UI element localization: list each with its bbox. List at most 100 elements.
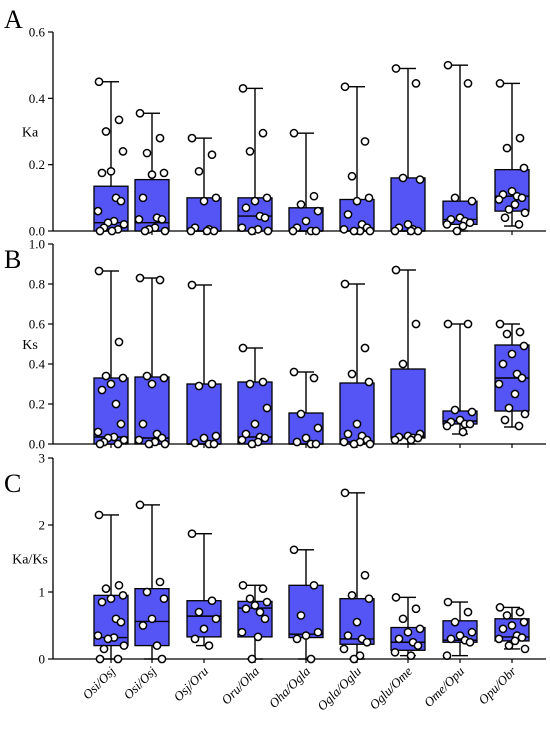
data-point xyxy=(411,319,421,329)
data-point xyxy=(365,439,375,449)
data-point xyxy=(142,371,152,381)
data-point xyxy=(364,594,374,604)
data-point xyxy=(97,168,107,178)
data-point xyxy=(364,193,374,203)
box-group xyxy=(93,510,129,664)
data-point xyxy=(211,431,221,441)
box-group xyxy=(442,597,478,661)
data-point xyxy=(114,337,124,347)
data-point xyxy=(211,614,221,624)
data-point xyxy=(339,224,349,234)
y-axis-label: Ka xyxy=(22,126,39,141)
data-point xyxy=(390,435,400,445)
data-point xyxy=(463,607,473,617)
y-axis-label: Ks xyxy=(22,338,38,353)
data-point xyxy=(500,415,510,425)
data-point xyxy=(119,435,129,445)
y-tick-label: 0.4 xyxy=(29,91,46,106)
box-group xyxy=(390,265,426,445)
data-point xyxy=(289,367,299,377)
data-point xyxy=(94,510,104,520)
data-point xyxy=(500,213,510,223)
box-group xyxy=(134,500,170,664)
data-point xyxy=(207,596,217,606)
data-point xyxy=(450,405,460,415)
data-point xyxy=(406,651,416,661)
data-point xyxy=(119,220,129,229)
panel-label: B xyxy=(4,245,21,274)
data-point xyxy=(101,371,111,381)
box-group xyxy=(339,279,375,449)
data-point xyxy=(134,215,144,224)
data-point xyxy=(339,437,349,447)
data-point xyxy=(502,611,512,620)
data-point xyxy=(258,128,268,138)
y-tick-label: 0.2 xyxy=(29,157,45,172)
data-point xyxy=(241,604,251,614)
data-point xyxy=(113,654,123,664)
data-point xyxy=(93,206,103,216)
data-point xyxy=(340,279,350,289)
data-point xyxy=(446,634,456,644)
panel-label: A xyxy=(4,5,23,34)
data-point xyxy=(443,597,453,607)
y-tick-label: 0.8 xyxy=(29,277,45,292)
data-point xyxy=(138,419,148,429)
data-point xyxy=(134,435,144,445)
data-point xyxy=(413,226,423,236)
data-point xyxy=(250,601,260,610)
data-point xyxy=(209,226,219,236)
data-point xyxy=(360,570,370,580)
data-point xyxy=(391,64,401,73)
data-point xyxy=(260,614,270,624)
data-point xyxy=(260,433,270,443)
data-point xyxy=(365,226,375,236)
data-point xyxy=(144,439,154,449)
data-point xyxy=(519,341,529,351)
data-point xyxy=(142,148,152,158)
data-point xyxy=(190,438,200,448)
data-point xyxy=(413,433,423,443)
data-point xyxy=(238,84,248,93)
y-tick-label: 0.6 xyxy=(29,317,46,332)
data-point xyxy=(515,133,525,143)
data-point xyxy=(406,435,416,445)
data-point xyxy=(391,593,401,602)
data-point xyxy=(237,435,247,445)
data-point xyxy=(114,115,124,125)
data-point xyxy=(415,175,425,184)
data-point xyxy=(296,611,306,620)
y-tick-label: 0.4 xyxy=(29,357,46,372)
y-tick-label: 0.2 xyxy=(29,397,45,412)
data-point xyxy=(94,266,104,276)
data-point xyxy=(296,409,306,419)
x-category-label: Osi/Osj xyxy=(79,663,118,702)
x-category-label: Osi/Osj xyxy=(120,663,159,702)
data-point xyxy=(138,621,148,630)
data-point xyxy=(343,631,353,640)
data-point xyxy=(347,369,357,379)
x-category-label: Opu/Obr xyxy=(475,663,519,707)
data-point xyxy=(502,329,512,339)
data-point xyxy=(159,373,169,383)
data-point xyxy=(467,407,477,417)
box-group xyxy=(93,266,129,449)
data-point xyxy=(93,427,103,437)
data-point xyxy=(140,226,150,236)
data-point xyxy=(116,617,126,627)
data-point xyxy=(106,166,116,176)
data-point xyxy=(157,654,167,664)
data-point xyxy=(292,437,302,447)
data-point xyxy=(520,409,530,419)
data-point xyxy=(247,439,257,449)
data-point xyxy=(339,644,349,654)
data-point xyxy=(507,186,517,196)
data-point xyxy=(311,226,321,236)
data-point xyxy=(495,603,505,612)
box-group xyxy=(288,367,324,449)
data-point xyxy=(352,617,362,627)
y-tick-label: 0 xyxy=(39,652,46,667)
data-point xyxy=(465,218,475,228)
data-point xyxy=(398,173,408,183)
